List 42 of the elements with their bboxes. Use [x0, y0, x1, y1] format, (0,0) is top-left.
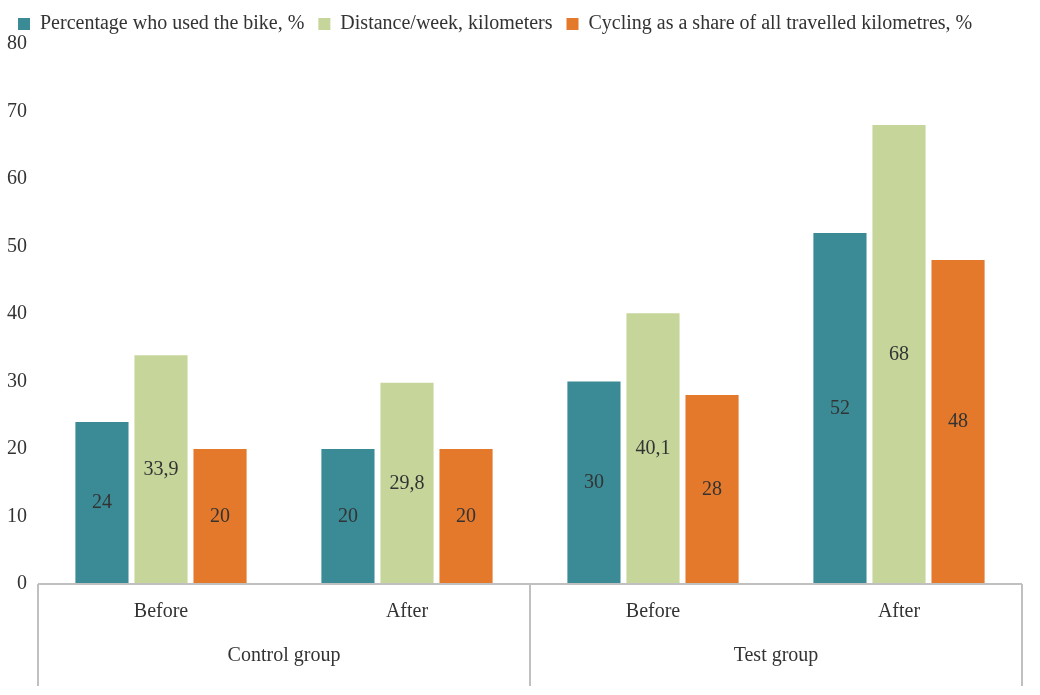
data-label: 52 [829, 395, 850, 418]
y-tick-label: 30 [7, 368, 27, 391]
bar [931, 260, 985, 584]
y-tick-label: 0 [17, 571, 27, 594]
text: Control group [227, 643, 341, 667]
data-label: 30 [583, 470, 604, 492]
bar [872, 125, 926, 584]
bar [813, 233, 867, 584]
y-tick-label: 40 [7, 301, 27, 324]
bar [439, 449, 493, 584]
bar [75, 422, 129, 584]
y-tick-label: 10 [7, 503, 27, 526]
bar [134, 355, 188, 584]
legend-label: Percentage who used the bike, % [40, 11, 305, 35]
legend-label: Cycling as a share of all travelled kilometres, % [588, 11, 973, 35]
bar [685, 395, 739, 584]
bar [193, 449, 247, 584]
y-tick-label: 50 [7, 233, 27, 256]
data-label: 20 [210, 503, 231, 526]
data-label: 33,9 [143, 456, 179, 479]
text: Test group [733, 643, 819, 667]
data-label: 28 [702, 476, 723, 499]
y-tick-label: 70 [7, 98, 27, 121]
y-tick-label: 80 [7, 31, 27, 54]
bar [321, 449, 375, 584]
data-label: 24 [91, 490, 112, 513]
bar [567, 381, 621, 584]
legend-label: Distance/week, kilometers [340, 11, 553, 34]
bar [380, 382, 434, 584]
x-tick-label: After [877, 599, 921, 622]
data-label: 20 [456, 503, 477, 526]
data-label: 29,8 [389, 470, 425, 493]
data-label: 40,1 [635, 435, 671, 458]
y-tick-label: 60 [7, 166, 27, 189]
data-label: 68 [889, 341, 909, 364]
bar [626, 313, 680, 584]
x-tick-label: Before [625, 599, 681, 622]
y-tick-label: 20 [7, 436, 27, 459]
x-tick-label: After [385, 599, 429, 622]
data-label: 48 [948, 409, 969, 432]
data-label: 20 [337, 503, 358, 526]
x-tick-label: Before [133, 599, 189, 622]
